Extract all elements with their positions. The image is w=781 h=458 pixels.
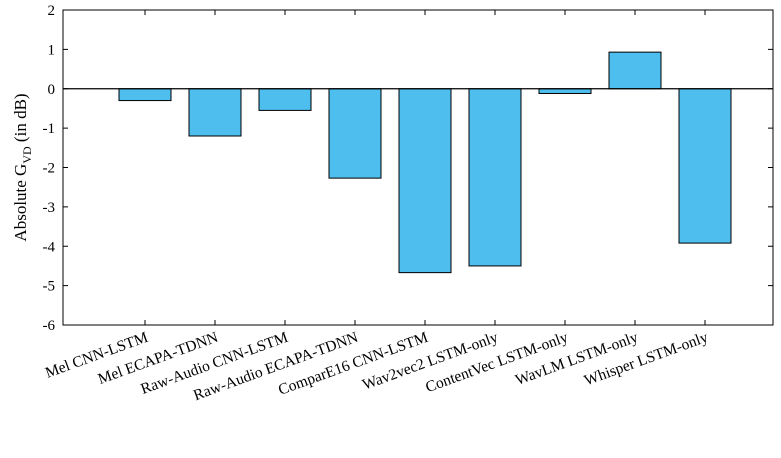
bar-7 [608, 51, 662, 90]
x-category-label-8: Whisper LSTM-only [582, 329, 711, 390]
y-tick-label-1: -5 [43, 279, 56, 295]
x-axis-ticks [144, 10, 706, 325]
y-tick-label-2: -4 [43, 239, 56, 255]
y-axis-title-main: Absolute G [11, 164, 30, 242]
y-tick-label-6: 0 [48, 82, 56, 98]
y-tick-label-3: -3 [43, 200, 56, 216]
bar-5 [468, 88, 522, 267]
y-tick-label-4: -2 [43, 161, 56, 177]
bar-2 [258, 88, 312, 111]
y-axis-title-suffix: (in dB) [11, 93, 30, 146]
y-tick-label-8: 2 [48, 3, 56, 19]
bars-group [118, 51, 732, 274]
bar-8 [678, 88, 732, 244]
bar-4 [398, 88, 452, 274]
bar-1 [188, 88, 242, 137]
y-tick-label-5: -1 [43, 121, 56, 137]
bar-0 [118, 88, 172, 102]
bar-6 [538, 88, 592, 94]
y-axis-title: Absolute GVD (in dB) [11, 93, 34, 241]
y-tick-label-0: -6 [43, 318, 56, 334]
y-tick-label-7: 1 [48, 42, 56, 58]
y-axis-title-subscript: VD [20, 146, 34, 164]
y-axis-ticks: -6 -5 -4 -3 -2 -1 0 1 2 [43, 3, 773, 334]
bar-3 [328, 88, 382, 179]
